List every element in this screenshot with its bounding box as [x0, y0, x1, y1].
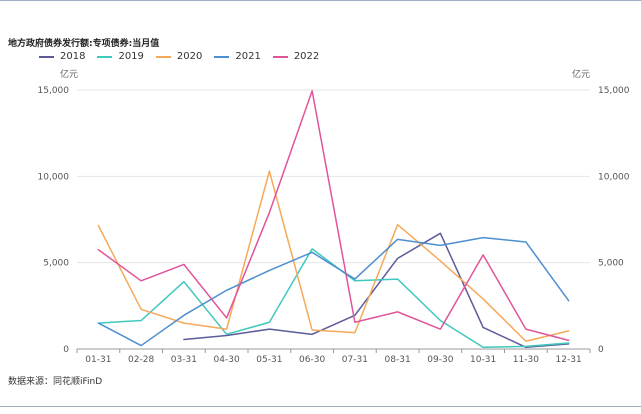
- x-tick-label: 06-30: [299, 355, 325, 365]
- y-axis-unit-right: 亿元: [572, 70, 591, 80]
- series-line-2022: [97, 90, 570, 342]
- data-source-note: 数据来源：同花顺iFinD: [8, 377, 103, 387]
- series-line-2018: [183, 232, 570, 349]
- series-line-2019: [97, 248, 570, 349]
- legend-item-2019[interactable]: 2019: [97, 51, 144, 62]
- legend-swatch: [39, 55, 54, 58]
- legend-label: 2022: [293, 51, 320, 62]
- legend-swatch: [214, 55, 230, 58]
- bottom-rule: [0, 406, 641, 407]
- y-tick-label-left: 5,000: [43, 259, 69, 269]
- x-tick-label: 08-31: [385, 355, 411, 365]
- y-tick-label-left: 10,000: [38, 172, 70, 182]
- chart-title: 地方政府债券发行额:专项债券:当月值: [8, 39, 160, 49]
- legend-label: 2018: [60, 51, 86, 62]
- y-tick-label-right: 15,000: [598, 86, 630, 96]
- y-axis-unit-left: 亿元: [60, 70, 79, 80]
- legend-swatch: [97, 55, 113, 58]
- y-tick-label-left: 0: [63, 345, 69, 355]
- x-tick-label: 10-31: [470, 355, 496, 365]
- legend-swatch: [155, 55, 171, 58]
- legend-item-2021[interactable]: 2021: [214, 51, 261, 62]
- legend-item-2018[interactable]: 2018: [39, 51, 85, 62]
- y-tick-label-right: 0: [598, 345, 604, 355]
- legend-label: 2021: [235, 51, 261, 62]
- x-tick-label: 12-31: [556, 355, 582, 365]
- y-tick-label-right: 5,000: [598, 259, 624, 269]
- legend-label: 2020: [176, 51, 203, 62]
- x-tick-label: 11-30: [513, 355, 539, 365]
- x-tick-label: 09-30: [427, 355, 453, 365]
- x-tick-label: 05-31: [256, 355, 282, 365]
- legend-label: 2019: [118, 51, 144, 62]
- series-line-2021: [97, 236, 570, 347]
- legend-item-2022[interactable]: 2022: [272, 51, 320, 62]
- y-tick-label-left: 15,000: [38, 86, 70, 96]
- x-tick-label: 07-31: [342, 355, 368, 365]
- legend: 2018 2019 2020 2021 2022: [39, 51, 319, 62]
- y-tick-label-right: 10,000: [598, 172, 630, 182]
- series-line-2020: [97, 170, 570, 342]
- x-tick-label: 01-31: [85, 355, 111, 365]
- x-tick-label: 04-30: [214, 355, 240, 365]
- legend-swatch: [272, 55, 288, 58]
- x-tick-label: 02-28: [128, 355, 154, 365]
- legend-item-2020[interactable]: 2020: [155, 51, 203, 62]
- top-rule: [0, 0, 641, 1]
- x-tick-label: 03-31: [171, 355, 197, 365]
